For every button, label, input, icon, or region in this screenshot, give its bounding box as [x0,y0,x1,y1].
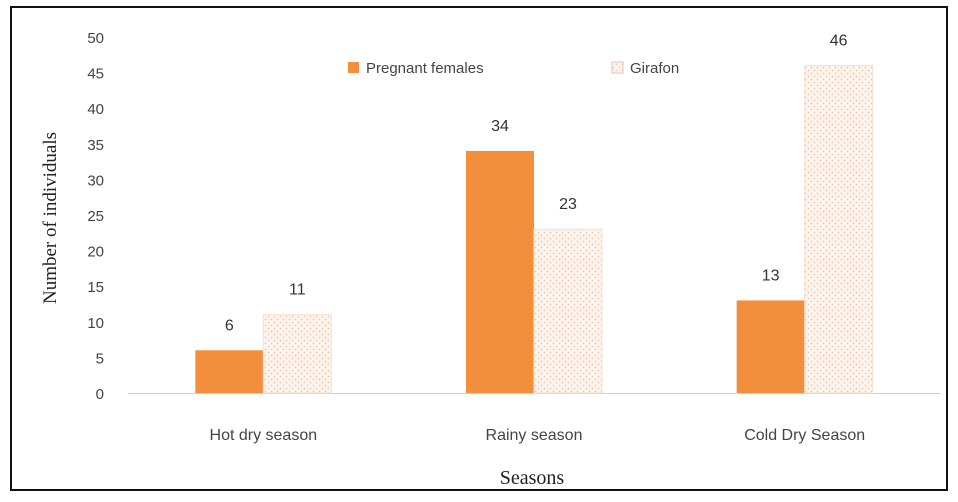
bar-value-label: 34 [491,118,509,135]
legend-label: Pregnant females [366,60,484,77]
legend-swatch [348,62,359,73]
y-tick-label: 0 [96,386,104,403]
y-tick-label: 10 [87,315,104,332]
y-tick-label: 20 [87,244,104,261]
y-tick-label: 45 [87,66,104,83]
bar-value-label: 6 [225,317,234,334]
bar-value-label: 11 [289,282,306,299]
x-tick-label: Rainy season [486,427,583,444]
bar [804,64,874,394]
legend-swatch [611,61,624,74]
bar-value-label: 46 [830,32,848,49]
y-tick-label: 30 [87,172,104,189]
bar-value-label: 23 [559,196,577,213]
y-tick-label: 25 [87,208,104,225]
x-axis-label: Seasons [500,467,565,489]
bar [466,150,534,393]
bar [262,314,332,394]
y-tick-label: 50 [87,30,104,47]
y-axis-label: Number of individuals [40,132,61,304]
bar [195,350,264,393]
y-tick-label: 5 [96,350,104,367]
x-tick-label: Hot dry season [210,427,318,444]
y-tick-label: 35 [87,137,104,154]
y-tick-label: 15 [87,279,104,296]
bar [736,300,805,393]
bar-value-label: 13 [762,267,780,284]
bar [533,228,603,394]
x-tick-label: Cold Dry Season [744,427,865,444]
y-tick-label: 40 [87,101,104,118]
legend-label: Girafon [630,60,679,77]
